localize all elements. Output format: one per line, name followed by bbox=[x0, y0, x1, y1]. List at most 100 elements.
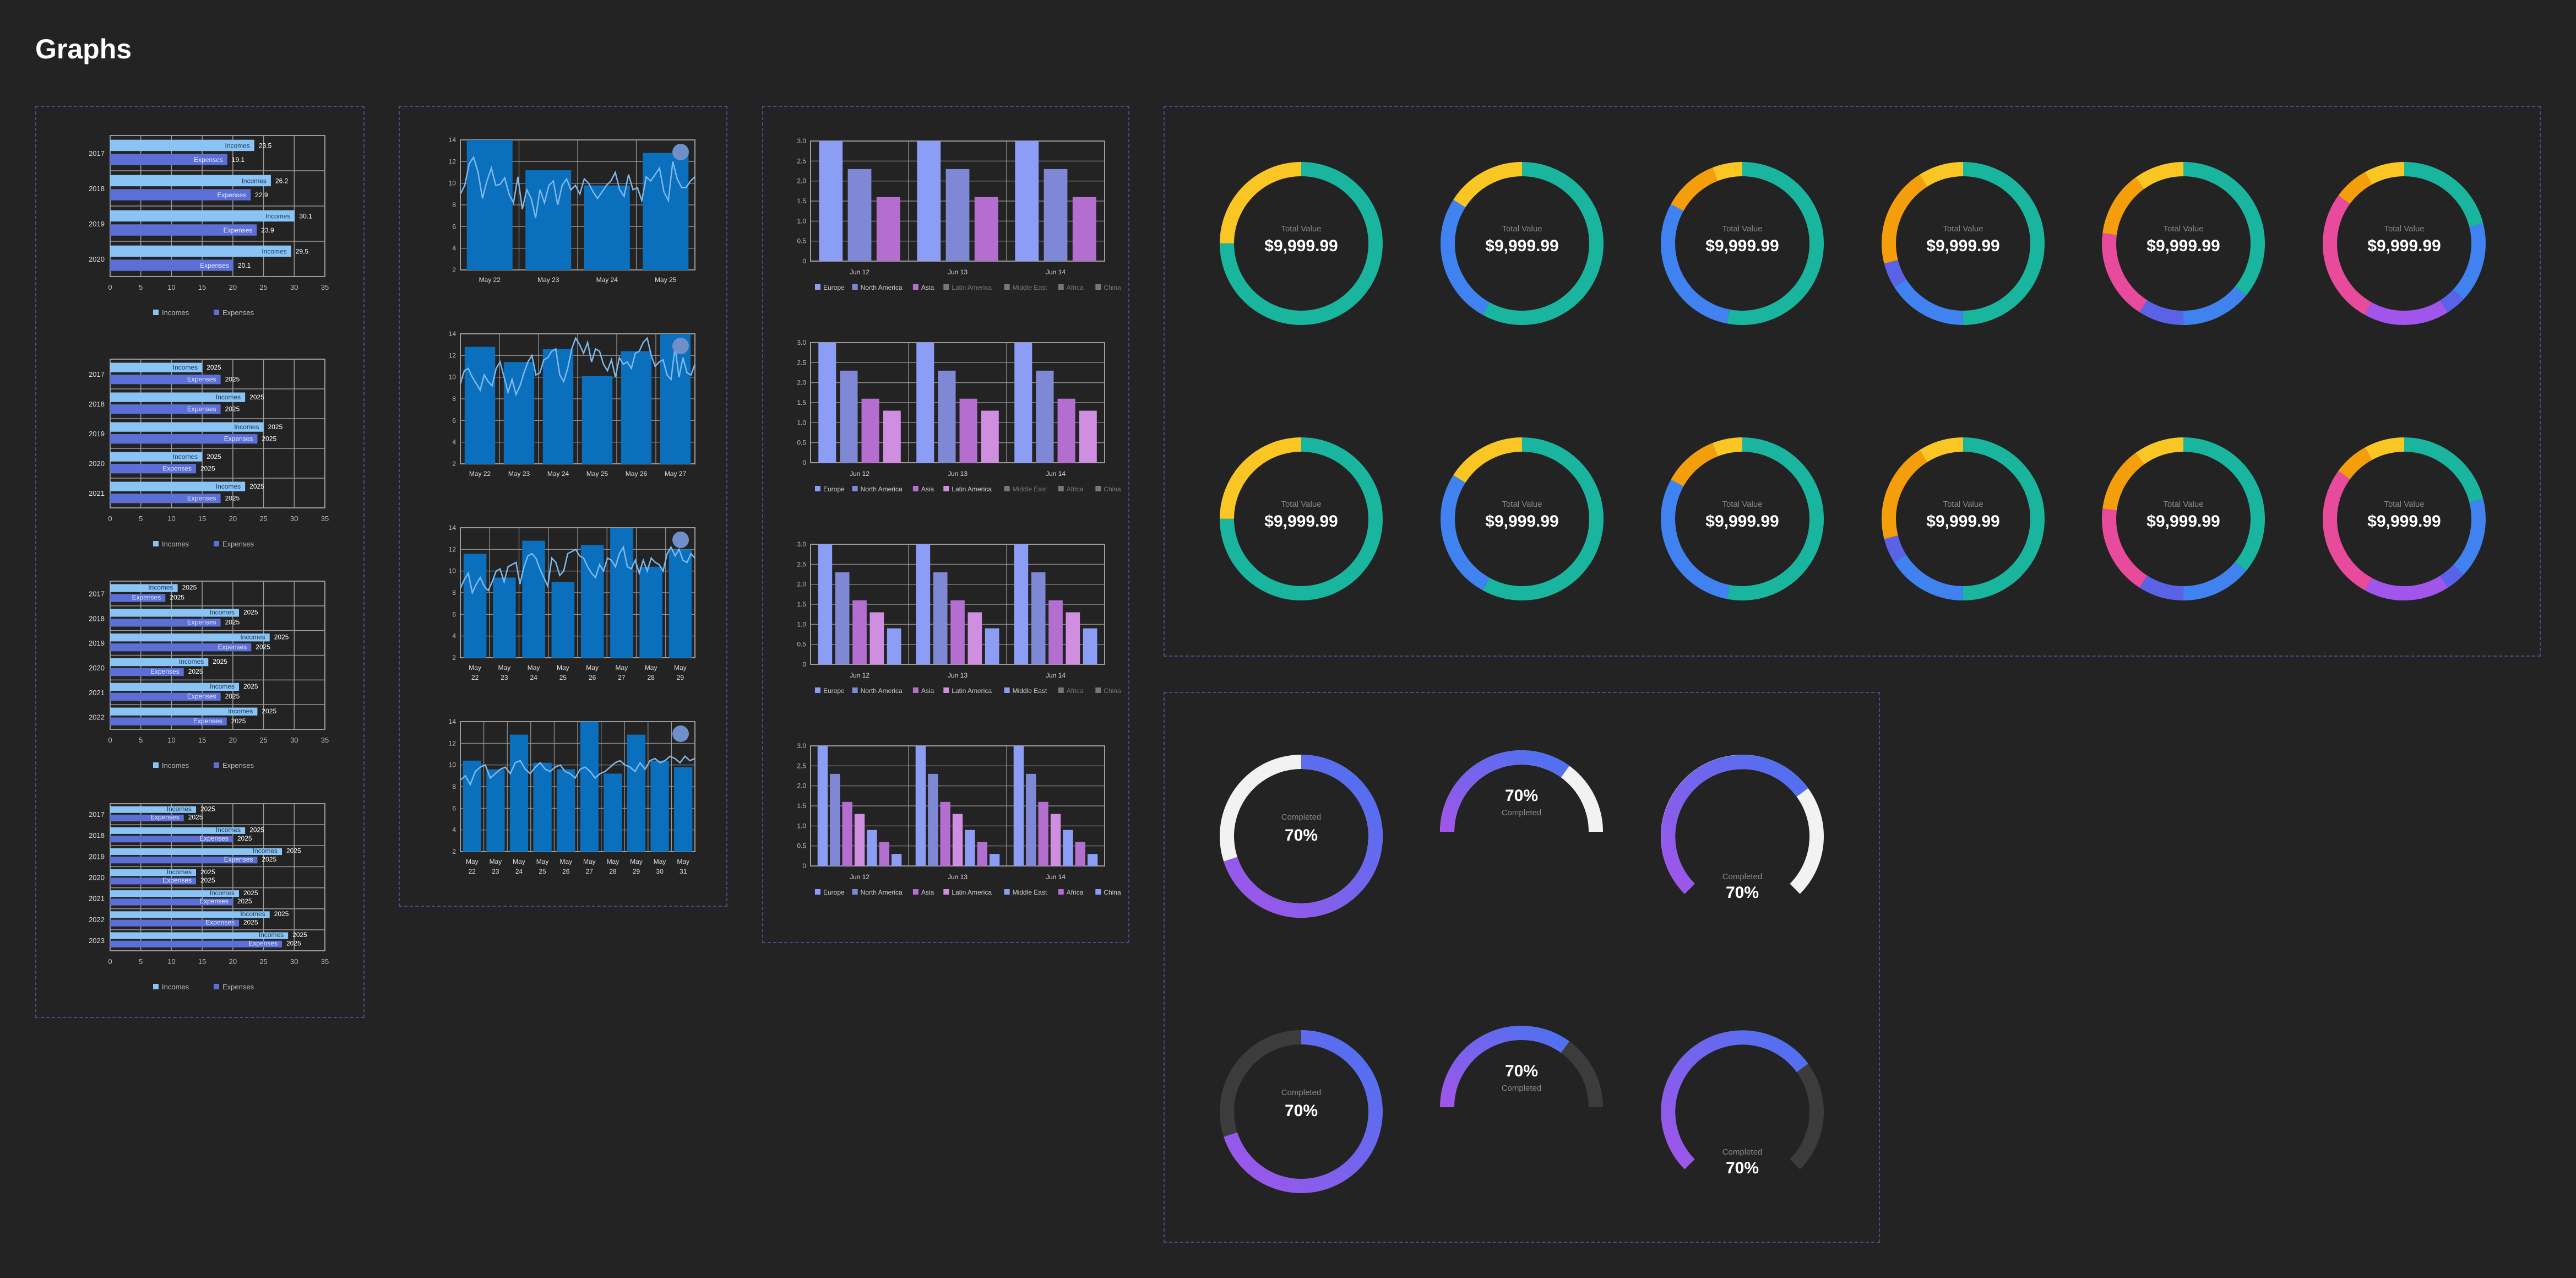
gauge-semi: 70% Completed bbox=[1440, 750, 1603, 832]
y-tick-label: 2022 bbox=[89, 916, 105, 924]
bar-value-label: 2025 bbox=[182, 584, 197, 592]
donut-slice-blue bbox=[1441, 437, 1604, 600]
y-tick-label: 2018 bbox=[89, 831, 105, 840]
bar-value-label: 2025 bbox=[200, 805, 215, 813]
bar-inner-label: Incomes bbox=[253, 847, 278, 855]
x-tick-label: May 25 bbox=[655, 276, 677, 284]
legend-label: Latin America bbox=[952, 687, 992, 695]
bar-incomes bbox=[110, 175, 271, 187]
gauge-value: 70% bbox=[1726, 1159, 1759, 1177]
donut-slice-yellow bbox=[1441, 162, 1604, 325]
legend-label: Middle East bbox=[1013, 889, 1047, 896]
gauge-panel bbox=[1164, 692, 1880, 1243]
x-tick-label: 35 bbox=[321, 736, 329, 744]
bar-inner-label: Incomes bbox=[210, 683, 235, 690]
bar-north-america bbox=[938, 370, 956, 463]
x-tick-label: 35 bbox=[321, 515, 329, 523]
series-line bbox=[459, 155, 695, 218]
bar bbox=[660, 334, 691, 464]
bar-value-label: 2025 bbox=[268, 423, 283, 431]
bar-value-label: 2025 bbox=[225, 692, 240, 700]
legend-label: North America bbox=[861, 687, 903, 695]
donut-slice-purple bbox=[2323, 437, 2486, 600]
x-tick-label: 35 bbox=[321, 283, 329, 291]
donut-chart: Total Value $9,999.99 bbox=[1441, 437, 1604, 600]
bar-inner-label: Expenses bbox=[187, 618, 216, 626]
y-tick-label: 2 bbox=[452, 654, 456, 662]
y-tick-label: 4 bbox=[452, 438, 456, 446]
bar-middle-east bbox=[867, 830, 877, 866]
bar-value-label: 2025 bbox=[249, 483, 264, 490]
x-tick-label: 10 bbox=[167, 283, 175, 291]
bar-inner-label: Expenses bbox=[217, 191, 246, 199]
bar-value-label: 2025 bbox=[225, 618, 240, 626]
bar-asia bbox=[1072, 197, 1096, 261]
bar-value-label: 20.1 bbox=[238, 262, 251, 269]
legend-swatch bbox=[1058, 486, 1064, 491]
legend-swatch bbox=[852, 889, 858, 895]
bar bbox=[610, 528, 633, 658]
donut-chart: Total Value $9,999.99 bbox=[1661, 162, 1824, 325]
legend-label: Expenses bbox=[222, 761, 254, 770]
highlight-marker bbox=[672, 532, 689, 548]
donut-chart: Total Value $9,999.99 bbox=[1220, 162, 1383, 325]
y-tick-label: 6 bbox=[452, 610, 456, 618]
bar-latin-america bbox=[1079, 410, 1097, 463]
bar-north-america bbox=[945, 169, 970, 261]
legend-swatch bbox=[1004, 486, 1010, 491]
gauge-full: Completed 70% bbox=[1220, 755, 1383, 918]
legend-swatch bbox=[912, 687, 919, 693]
gauge-progress bbox=[1440, 750, 1570, 832]
bar-asia bbox=[861, 398, 879, 463]
bar bbox=[463, 760, 481, 852]
x-tick-label: May 24 bbox=[547, 470, 569, 478]
combo-1: 2 4 6 8 10 12 14 May 22 May 23 May 24 May 25 bbox=[449, 136, 695, 284]
donut-slice-yellow bbox=[1661, 162, 1824, 325]
bar-value-label: 2025 bbox=[256, 643, 270, 651]
legend-label: Latin America bbox=[952, 284, 992, 291]
y-tick-label: 2.5 bbox=[797, 359, 806, 366]
bar-expenses bbox=[110, 857, 258, 864]
bar-value-label: 2025 bbox=[188, 814, 203, 821]
y-tick-label: 14 bbox=[449, 330, 456, 338]
legend-label: China bbox=[1104, 485, 1121, 493]
bar-expenses bbox=[110, 224, 257, 236]
y-tick-label: 2.0 bbox=[797, 177, 806, 185]
x-tick-label: May 26 bbox=[626, 470, 648, 478]
bar-value-label: 29.5 bbox=[296, 247, 309, 255]
y-tick-label: 0 bbox=[802, 862, 806, 870]
gauge-value: 70% bbox=[1285, 1102, 1318, 1120]
legend-label: Asia bbox=[921, 889, 934, 896]
y-tick-label: 4 bbox=[452, 632, 456, 640]
legend-swatch bbox=[1058, 687, 1064, 693]
bar bbox=[463, 554, 487, 658]
bar-inner-label: Expenses bbox=[199, 897, 229, 905]
bar-europe bbox=[817, 746, 828, 866]
bar-middle-east bbox=[965, 830, 975, 866]
y-tick-label: 2019 bbox=[89, 430, 105, 438]
bar-inner-label: Incomes bbox=[179, 658, 204, 665]
donut-center-label: Total Value bbox=[2163, 224, 2203, 234]
x-tick-label: May 27 bbox=[665, 470, 687, 478]
donut-chart: Total Value $9,999.99 bbox=[2102, 162, 2265, 325]
x-tick-label: May bbox=[586, 664, 599, 672]
donut-center-label: Total Value bbox=[1502, 500, 1542, 509]
donut-center-label: Total Value bbox=[1502, 224, 1542, 234]
x-tick-label: 30 bbox=[290, 515, 298, 523]
highlight-marker bbox=[672, 338, 689, 354]
bar-value-label: 2025 bbox=[274, 633, 289, 641]
bar-asia bbox=[852, 600, 867, 664]
bar-incomes bbox=[110, 392, 246, 402]
bar-asia bbox=[1057, 398, 1075, 463]
bar-value-label: 2025 bbox=[286, 939, 301, 947]
bar-inner-label: Incomes bbox=[148, 584, 173, 592]
donut-slice-yellow bbox=[1441, 437, 1604, 600]
bar-value-label: 2025 bbox=[188, 668, 203, 675]
bar-inner-label: Incomes bbox=[210, 889, 235, 897]
bar-expenses bbox=[110, 189, 251, 201]
y-tick-label: 10 bbox=[449, 373, 456, 381]
donut-slice-blue bbox=[1441, 162, 1604, 325]
gauge-progress bbox=[1224, 1030, 1383, 1193]
legend-label: Incomes bbox=[162, 983, 189, 991]
legend-label: Africa bbox=[1067, 889, 1084, 896]
